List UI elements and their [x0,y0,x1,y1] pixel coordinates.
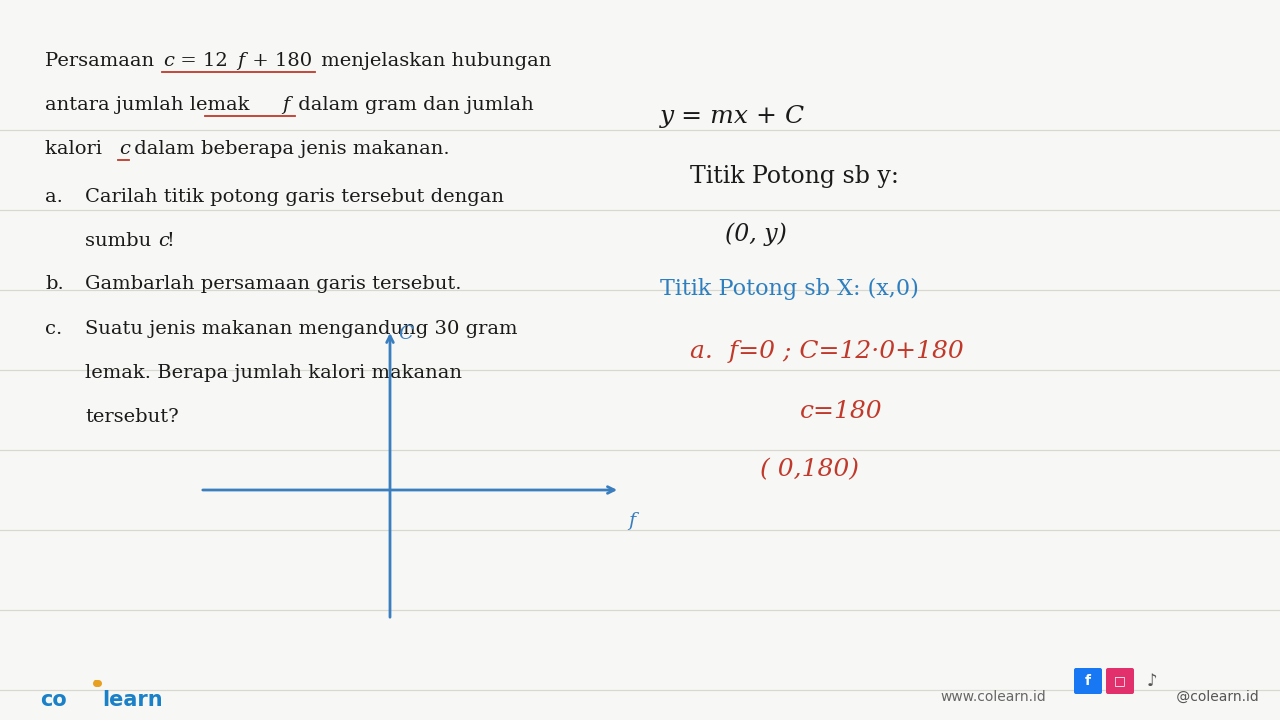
Text: Titik Potong sb X: (x,0): Titik Potong sb X: (x,0) [660,278,919,300]
Text: tersebut?: tersebut? [84,408,179,426]
Text: c=180: c=180 [800,400,883,423]
Text: + 180: + 180 [246,52,312,70]
FancyBboxPatch shape [1106,668,1134,694]
Text: c: c [157,232,169,250]
Text: c: c [119,140,129,158]
Text: c.: c. [45,320,63,338]
Text: sumbu: sumbu [84,232,157,250]
Text: C: C [398,325,413,343]
Text: □: □ [1114,675,1126,688]
Text: f: f [282,96,289,114]
Text: ♪: ♪ [1147,672,1157,690]
Text: co: co [40,690,67,710]
Text: = 12: = 12 [174,52,228,70]
FancyBboxPatch shape [1074,668,1102,694]
Text: @colearn.id: @colearn.id [1172,690,1258,704]
Text: Suatu jenis makanan mengandung 30 gram: Suatu jenis makanan mengandung 30 gram [84,320,517,338]
Text: f: f [628,512,635,530]
Text: Gambarlah persamaan garis tersebut.: Gambarlah persamaan garis tersebut. [84,275,462,293]
Text: (0, y): (0, y) [724,222,787,246]
Text: dalam beberapa jenis makanan.: dalam beberapa jenis makanan. [128,140,449,158]
Text: ( 0,180): ( 0,180) [760,458,859,481]
Text: !: ! [166,232,174,250]
Text: dalam gram dan jumlah: dalam gram dan jumlah [292,96,534,114]
Text: f: f [1085,674,1091,688]
Text: www.colearn.id: www.colearn.id [940,690,1046,704]
Text: a.  f=0 ; C=12·0+180: a. f=0 ; C=12·0+180 [690,340,964,363]
Text: menjelaskan hubungan: menjelaskan hubungan [315,52,552,70]
Text: Carilah titik potong garis tersebut dengan: Carilah titik potong garis tersebut deng… [84,188,504,206]
Text: lemak. Berapa jumlah kalori makanan: lemak. Berapa jumlah kalori makanan [84,364,462,382]
Text: kalori: kalori [45,140,109,158]
Text: f: f [237,52,244,70]
Text: Persamaan: Persamaan [45,52,160,70]
Text: Titik Potong sb y:: Titik Potong sb y: [690,165,899,188]
Text: b.: b. [45,275,64,293]
Text: c: c [163,52,174,70]
Text: y = mx + C: y = mx + C [660,105,805,128]
Text: •: • [91,677,99,690]
Text: learn: learn [102,690,163,710]
Text: antara jumlah lemak: antara jumlah lemak [45,96,256,114]
Text: a.: a. [45,188,63,206]
